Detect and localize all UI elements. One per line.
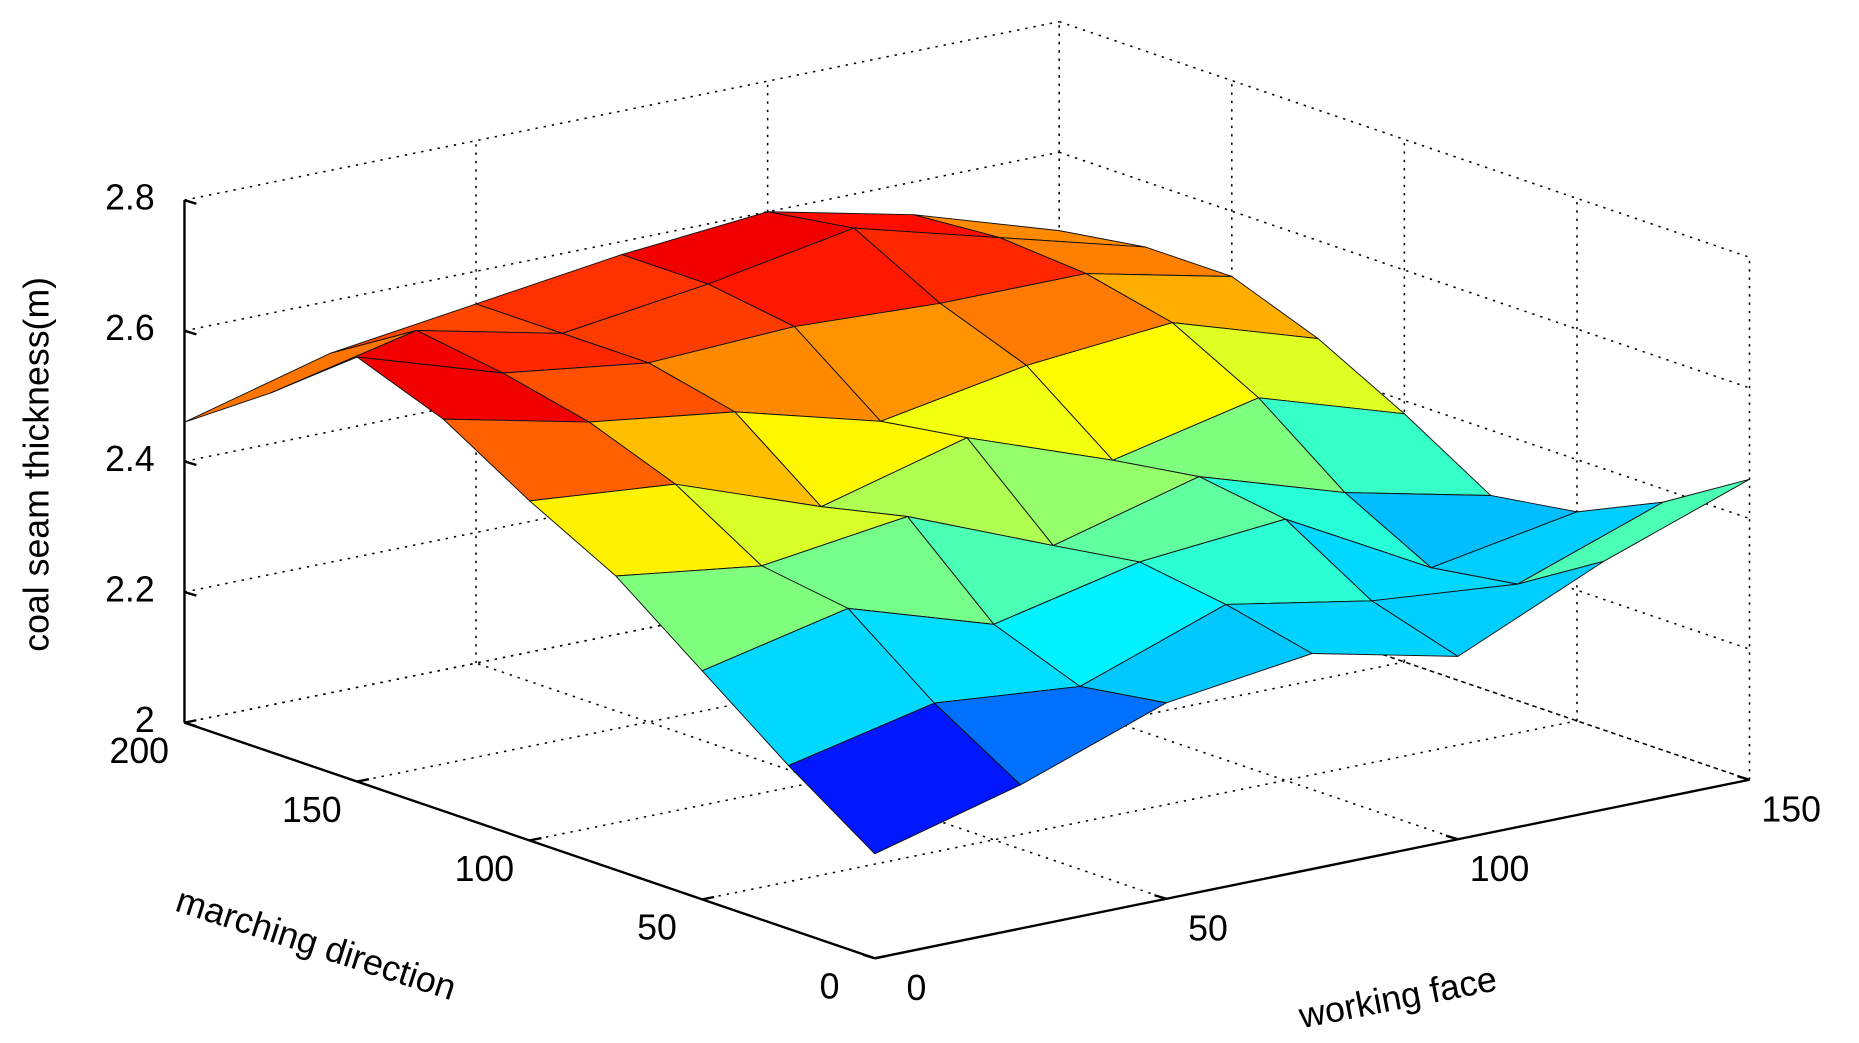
x-axis <box>874 778 1750 960</box>
x-tick-label: 50 <box>1188 908 1228 948</box>
x-tick <box>1154 894 1167 900</box>
y-tick-label: 100 <box>455 849 515 889</box>
x-tick <box>862 953 876 960</box>
x-tick-label: 0 <box>906 968 926 1008</box>
z-tick-label: 2.8 <box>105 178 155 218</box>
z-tick <box>184 590 197 597</box>
surface-cell <box>183 330 418 423</box>
z-tick-label: 2 <box>135 700 155 740</box>
z-tick-label: 2.2 <box>105 569 155 609</box>
y-tick <box>529 836 542 842</box>
z-tick <box>184 329 197 336</box>
y-tick <box>356 777 370 783</box>
y-tick-label: 0 <box>820 967 840 1007</box>
x-tick <box>1445 834 1459 841</box>
y-tick-label: 150 <box>282 790 342 830</box>
grid-line <box>184 20 1060 201</box>
x-tick-label: 150 <box>1761 789 1821 829</box>
surface <box>183 211 1750 855</box>
z-tick <box>184 460 197 467</box>
x-tick-label: 100 <box>1470 849 1530 889</box>
z-tick-label: 2.4 <box>105 439 155 479</box>
y-tick <box>874 954 887 960</box>
z-axis-label: coal seam thickness(m) <box>17 277 57 652</box>
surface-cell <box>787 702 1022 855</box>
y-axis-label: marching direction <box>171 880 461 1008</box>
z-tick <box>184 721 197 728</box>
x-tick <box>1737 775 1750 781</box>
grid-line <box>1058 20 1750 259</box>
y-tick-label: 50 <box>637 908 677 948</box>
y-tick <box>701 895 715 901</box>
z-tick <box>184 199 197 205</box>
y-tick-label: 200 <box>109 731 169 771</box>
x-axis-label: working face <box>1295 959 1500 1037</box>
z-tick-label: 2.6 <box>105 308 155 348</box>
